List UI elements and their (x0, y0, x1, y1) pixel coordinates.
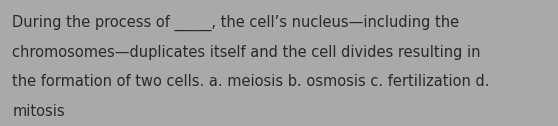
Text: mitosis: mitosis (12, 104, 65, 119)
Text: chromosomes—duplicates itself and the cell divides resulting in: chromosomes—duplicates itself and the ce… (12, 45, 481, 60)
Text: During the process of _____, the cell’s nucleus—including the: During the process of _____, the cell’s … (12, 15, 459, 31)
Text: the formation of two cells. a. meiosis b. osmosis c. fertilization d.: the formation of two cells. a. meiosis b… (12, 74, 490, 89)
